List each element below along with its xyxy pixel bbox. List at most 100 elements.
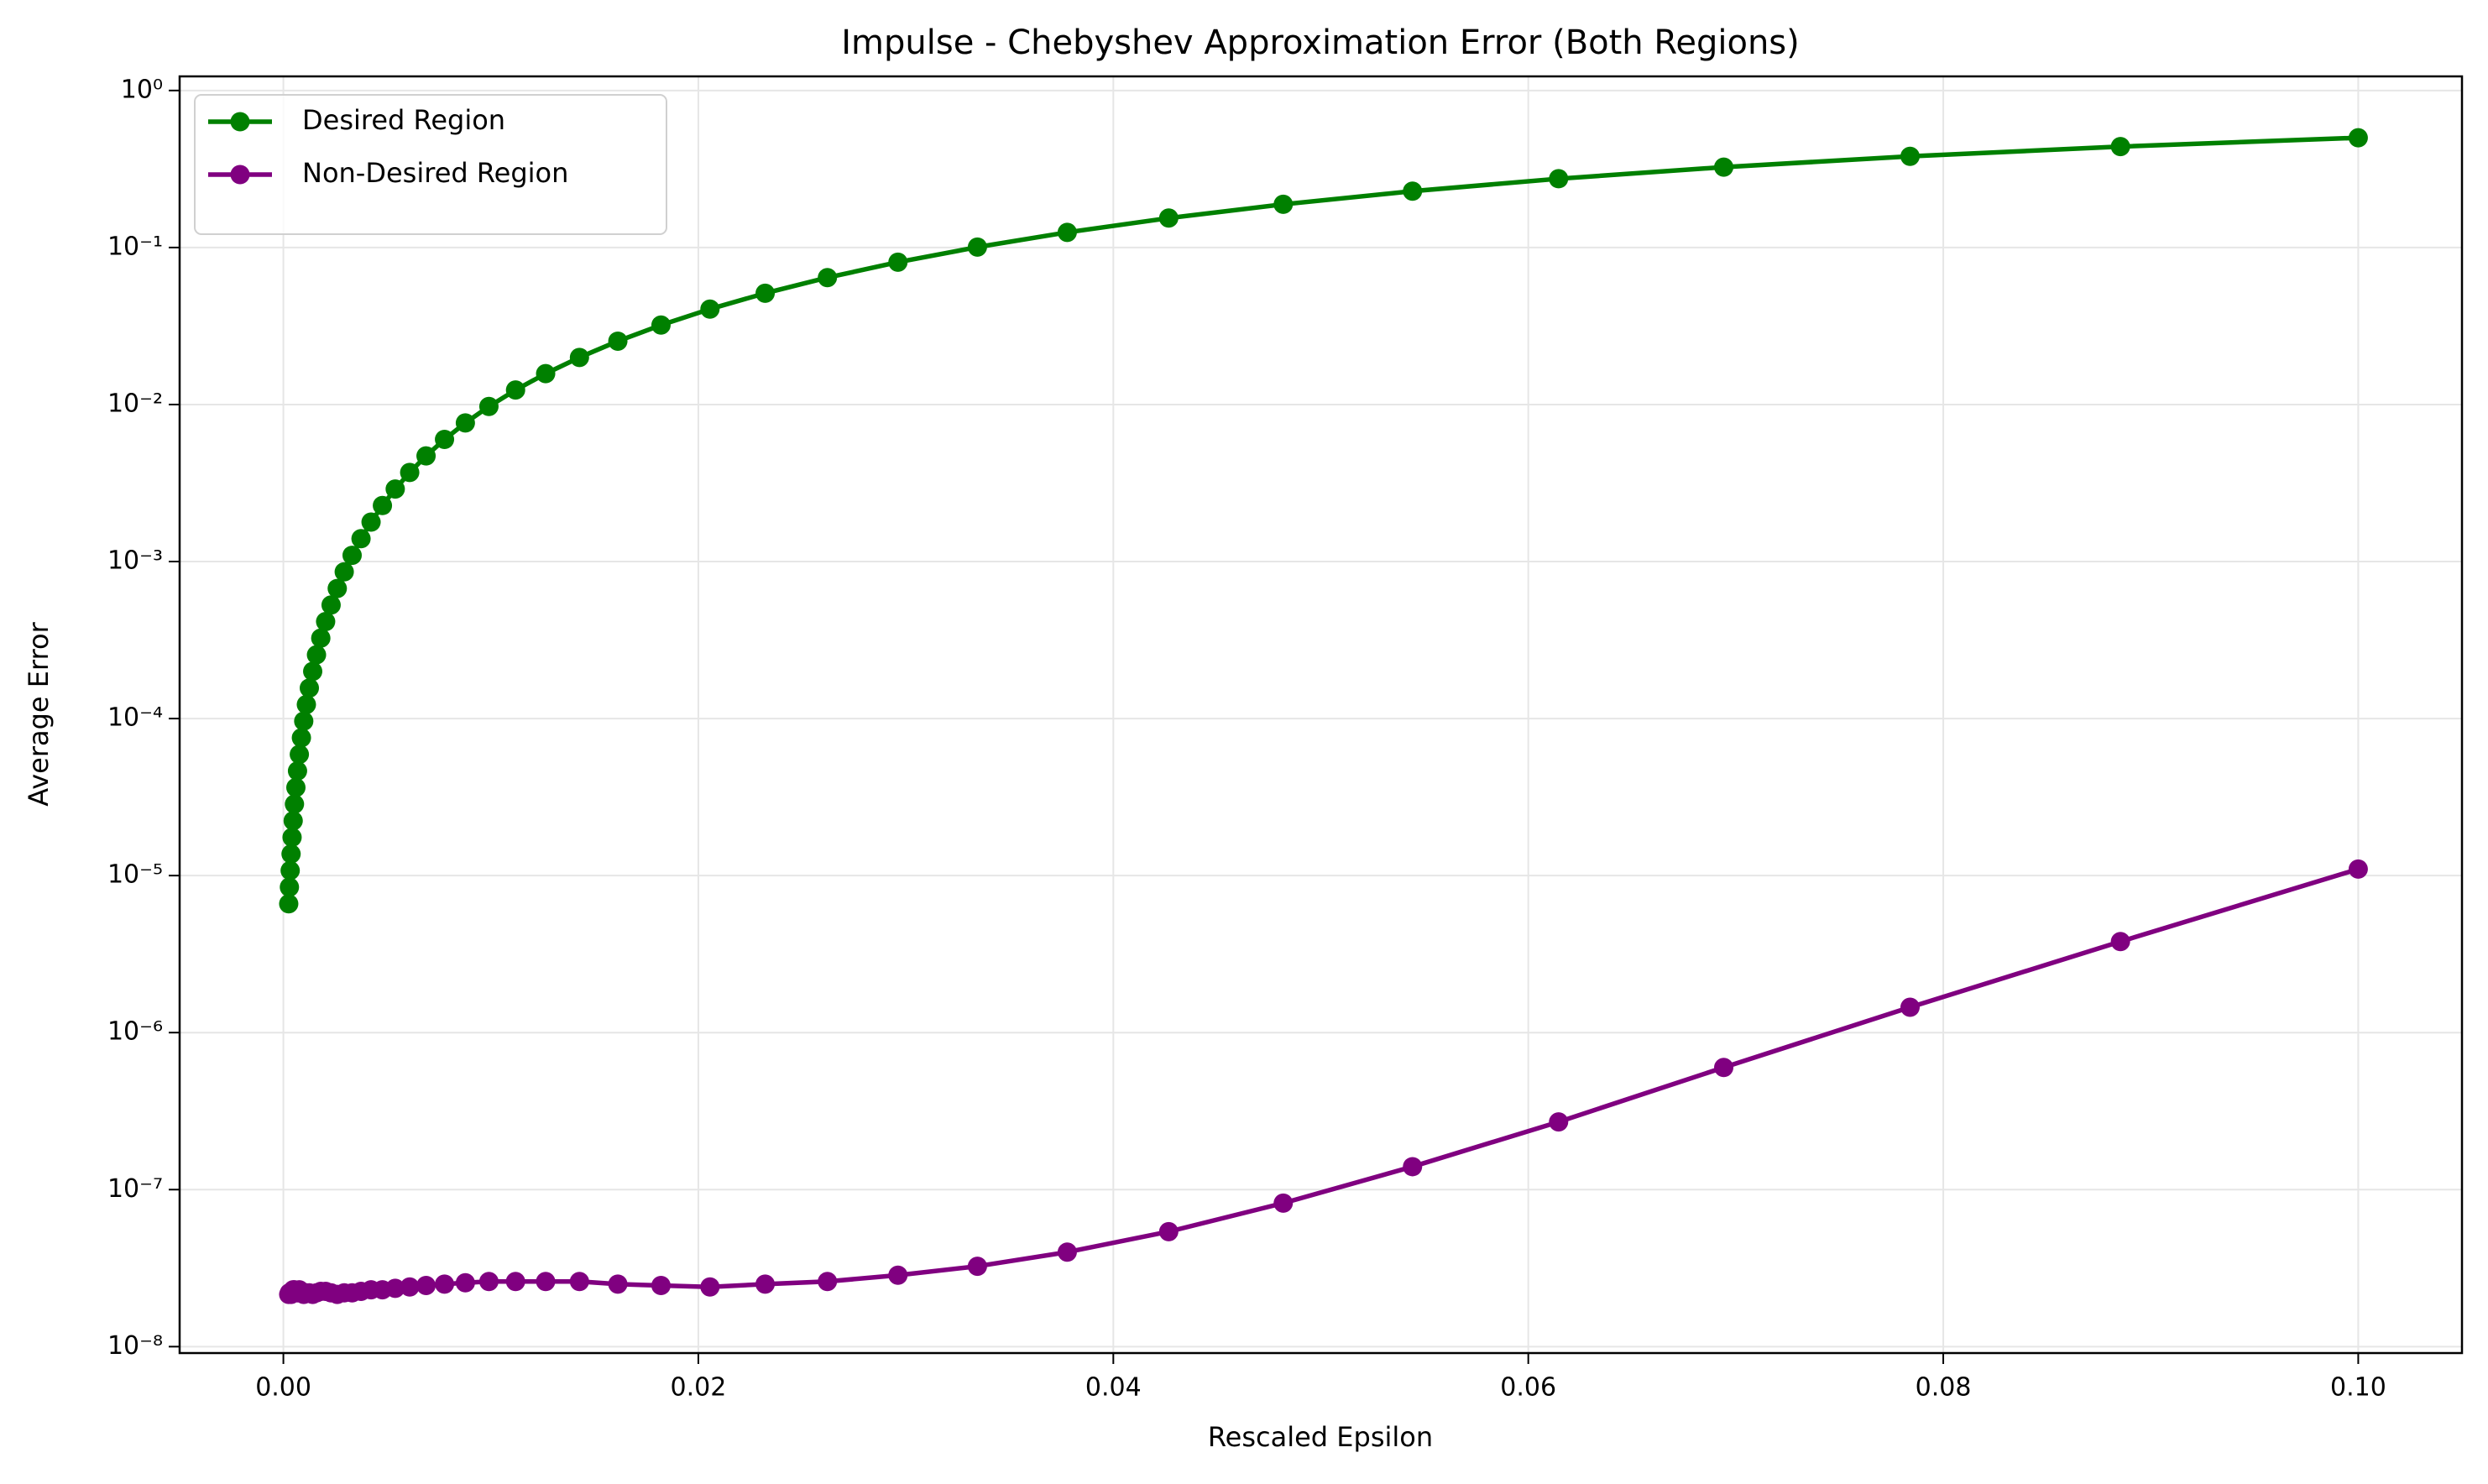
- plot-frame: [178, 75, 2464, 1355]
- point: [342, 546, 362, 566]
- point: [1158, 208, 1179, 228]
- point: [505, 1272, 525, 1292]
- point: [294, 711, 314, 731]
- point: [2348, 128, 2368, 148]
- point: [455, 413, 475, 433]
- point: [1714, 1058, 1734, 1078]
- point: [327, 578, 348, 598]
- point: [373, 495, 393, 515]
- point: [478, 396, 499, 416]
- point: [400, 1277, 420, 1297]
- point: [651, 1276, 671, 1296]
- point: [1403, 1157, 1423, 1177]
- point: [1549, 169, 1569, 189]
- point: [291, 728, 311, 748]
- point: [608, 331, 628, 351]
- point: [1057, 222, 1077, 243]
- point: [700, 299, 720, 319]
- point: [303, 661, 323, 682]
- point: [505, 380, 525, 400]
- point: [1273, 1193, 1294, 1213]
- point: [321, 595, 341, 615]
- point: [361, 512, 381, 532]
- legend-marker: [230, 112, 250, 132]
- point: [755, 283, 776, 303]
- point: [478, 1272, 499, 1292]
- legend-box: [194, 94, 667, 235]
- point: [1273, 194, 1294, 214]
- point: [1900, 146, 1920, 166]
- point: [2110, 932, 2130, 952]
- y-tick-label: 10⁻⁷: [107, 1174, 163, 1204]
- legend-marker: [230, 165, 250, 185]
- point: [280, 877, 300, 897]
- point: [285, 777, 306, 797]
- point: [1549, 1112, 1569, 1132]
- x-tick-label: 0.02: [671, 1373, 727, 1403]
- point: [334, 562, 354, 582]
- point: [280, 860, 301, 880]
- point: [290, 745, 310, 765]
- point: [281, 844, 301, 864]
- point: [818, 268, 838, 288]
- point: [306, 645, 327, 665]
- point: [536, 1272, 556, 1292]
- point: [1900, 997, 1920, 1017]
- point: [400, 462, 420, 483]
- point: [1057, 1242, 1077, 1262]
- point: [296, 694, 316, 714]
- point: [1158, 1221, 1179, 1241]
- point: [755, 1274, 776, 1294]
- chart-title: Impulse - Chebyshev Approximation Error …: [841, 24, 1799, 62]
- point: [279, 894, 299, 914]
- point: [287, 760, 307, 781]
- point: [569, 347, 589, 368]
- point: [385, 1278, 405, 1298]
- point: [2110, 137, 2130, 157]
- point: [651, 315, 671, 335]
- x-tick-label: 0.06: [1500, 1373, 1556, 1403]
- x-tick-label: 0.00: [255, 1373, 311, 1403]
- point: [316, 612, 336, 632]
- point: [967, 1257, 987, 1277]
- point: [818, 1272, 838, 1292]
- legend-label: Desired Region: [302, 104, 505, 136]
- point: [1403, 181, 1423, 201]
- x-tick-label: 0.10: [2330, 1373, 2386, 1403]
- point: [888, 1265, 908, 1285]
- point: [416, 446, 436, 466]
- legend-label: Non-Desired Region: [302, 157, 568, 189]
- point: [2348, 859, 2368, 879]
- point: [700, 1277, 720, 1297]
- x-axis-label: Rescaled Epsilon: [1208, 1421, 1433, 1453]
- y-tick-label: 10⁰: [121, 75, 163, 104]
- point: [285, 794, 305, 814]
- y-tick-label: 10⁻⁸: [107, 1331, 163, 1361]
- y-axis-label: Average Error: [23, 621, 55, 806]
- point: [351, 529, 371, 549]
- point: [888, 252, 908, 272]
- y-tick-label: 10⁻¹: [107, 232, 163, 261]
- point: [967, 237, 987, 257]
- point: [455, 1272, 475, 1293]
- point: [608, 1274, 628, 1294]
- point: [569, 1272, 589, 1292]
- x-tick-label: 0.04: [1085, 1373, 1142, 1403]
- point: [416, 1276, 436, 1296]
- point: [1714, 157, 1734, 177]
- point: [300, 678, 320, 698]
- y-tick-label: 10⁻⁶: [107, 1017, 163, 1047]
- y-tick-label: 10⁻³: [107, 546, 163, 576]
- y-tick-label: 10⁻⁴: [107, 703, 163, 733]
- point: [311, 628, 331, 648]
- y-tick-label: 10⁻⁵: [107, 860, 163, 890]
- point: [282, 828, 302, 848]
- point: [435, 430, 455, 450]
- point: [435, 1274, 455, 1294]
- point: [536, 363, 556, 384]
- x-tick-label: 0.08: [1916, 1373, 1972, 1403]
- y-tick-label: 10⁻²: [107, 389, 163, 418]
- point: [283, 811, 303, 831]
